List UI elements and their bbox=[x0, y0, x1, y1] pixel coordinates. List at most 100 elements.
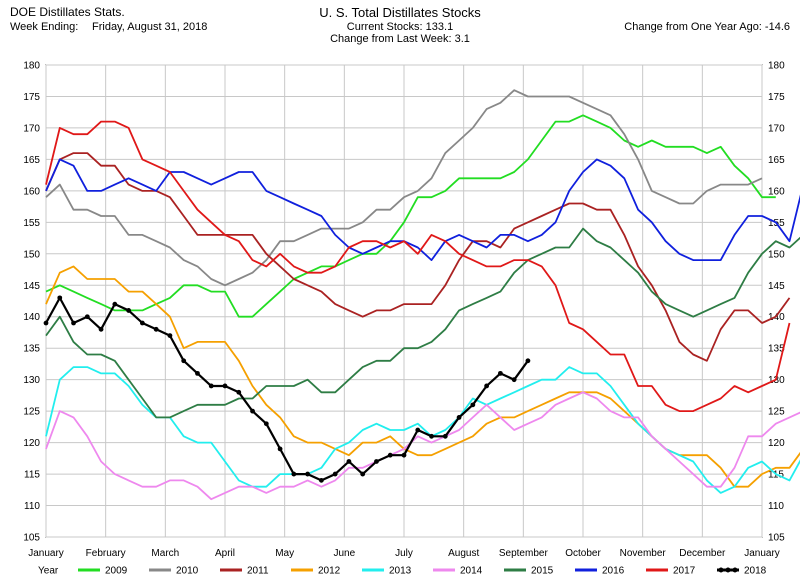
y-tick-label-left: 160 bbox=[23, 186, 40, 197]
y-tick-label-right: 120 bbox=[768, 438, 785, 449]
y-tick-label-left: 105 bbox=[23, 533, 40, 544]
x-tick-label: September bbox=[499, 548, 549, 559]
legend-marker-2018 bbox=[732, 567, 738, 573]
grid bbox=[45, 64, 763, 538]
series-line-2009 bbox=[45, 114, 776, 318]
x-tick-label: April bbox=[215, 548, 235, 559]
week-ending-label: Week Ending: bbox=[10, 21, 79, 33]
left-title: DOE Distillates Stats. bbox=[10, 5, 125, 19]
series-line-2012 bbox=[45, 265, 800, 488]
data-point-2018 bbox=[277, 446, 283, 452]
data-point-2018 bbox=[305, 471, 311, 477]
y-tick-label-right: 110 bbox=[768, 501, 784, 512]
series-group bbox=[43, 89, 800, 501]
data-point-2018 bbox=[57, 295, 63, 301]
data-point-2018 bbox=[497, 370, 503, 376]
data-point-2018 bbox=[291, 471, 297, 477]
data-point-2018 bbox=[470, 402, 476, 408]
x-tick-label: January bbox=[744, 548, 780, 559]
x-tick-label: October bbox=[565, 548, 601, 559]
y-tick-label-right: 145 bbox=[768, 281, 785, 292]
week-ending-date: Friday, August 31, 2018 bbox=[92, 21, 208, 33]
data-point-2018 bbox=[442, 433, 448, 439]
legend-label-2014: 2014 bbox=[460, 566, 483, 577]
data-point-2018 bbox=[84, 314, 90, 320]
x-tick-label: August bbox=[448, 548, 479, 559]
legend-label-2016: 2016 bbox=[602, 566, 625, 577]
y-tick-label-right: 150 bbox=[768, 249, 785, 260]
y-tick-label-right: 170 bbox=[768, 123, 785, 134]
y-tick-label-left: 170 bbox=[23, 123, 40, 134]
data-point-2018 bbox=[250, 408, 255, 414]
y-tick-label-left: 135 bbox=[23, 344, 40, 355]
legend-title: Year bbox=[38, 566, 59, 577]
y-tick-label-left: 150 bbox=[23, 249, 40, 260]
data-point-2018 bbox=[318, 477, 324, 483]
legend-label-2012: 2012 bbox=[318, 566, 341, 577]
y-tick-label-right: 165 bbox=[768, 155, 785, 166]
data-point-2018 bbox=[126, 308, 132, 313]
series-line-2014 bbox=[45, 391, 800, 501]
series-line-2017 bbox=[45, 120, 791, 413]
data-point-2018 bbox=[332, 471, 338, 477]
x-tick-label: January bbox=[28, 548, 64, 559]
data-point-2018 bbox=[208, 383, 214, 389]
y-tick-label-right: 135 bbox=[768, 344, 785, 355]
legend-label-2010: 2010 bbox=[176, 566, 199, 577]
data-point-2018 bbox=[167, 333, 173, 339]
y-tick-label-right: 180 bbox=[768, 61, 785, 72]
series-line-2018 bbox=[45, 296, 529, 482]
y-tick-label-left: 115 bbox=[24, 470, 40, 481]
y-tick-label-right: 175 bbox=[768, 92, 785, 103]
data-point-2018 bbox=[112, 301, 118, 307]
data-point-2018 bbox=[456, 415, 462, 420]
series-line-2010 bbox=[45, 89, 763, 287]
data-point-2018 bbox=[181, 358, 187, 364]
data-point-2018 bbox=[415, 427, 421, 433]
data-point-2018 bbox=[263, 421, 269, 427]
legend-marker-2018 bbox=[718, 567, 724, 573]
y-tick-label-left: 165 bbox=[23, 155, 40, 166]
legend-label-2011: 2011 bbox=[247, 566, 269, 577]
data-point-2018 bbox=[346, 459, 352, 464]
change-from-one-year-ago: Change from One Year Ago: -14.6 bbox=[624, 21, 790, 33]
y-tick-label-left: 155 bbox=[23, 218, 40, 229]
data-point-2018 bbox=[43, 320, 49, 326]
data-point-2018 bbox=[374, 459, 379, 464]
data-point-2018 bbox=[484, 383, 490, 389]
data-point-2018 bbox=[511, 377, 517, 383]
data-point-2018 bbox=[401, 452, 407, 458]
legend: Year 2009 2010 2011 2012 2013 2014 2015 2016 2017… bbox=[38, 566, 767, 577]
y-tick-label-right: 160 bbox=[768, 186, 785, 197]
current-stocks: Current Stocks: 133.1 bbox=[346, 21, 454, 33]
chart-title: U. S. Total Distillates Stocks bbox=[319, 5, 481, 20]
legend-label-2017: 2017 bbox=[673, 566, 696, 577]
legend-label-2018: 2018 bbox=[744, 566, 767, 577]
x-tick-label: July bbox=[395, 548, 413, 559]
y-tick-label-left: 110 bbox=[24, 501, 40, 512]
y-tick-label-left: 130 bbox=[23, 375, 40, 386]
y-tick-label-left: 120 bbox=[23, 438, 40, 449]
data-point-2018 bbox=[429, 433, 434, 439]
series-line-2015 bbox=[45, 227, 800, 419]
data-point-2018 bbox=[236, 389, 242, 395]
series-line-2011 bbox=[45, 152, 791, 362]
data-point-2018 bbox=[98, 326, 104, 332]
legend-label-2015: 2015 bbox=[531, 566, 554, 577]
legend-label-2013: 2013 bbox=[389, 566, 412, 577]
series-line-2016 bbox=[45, 158, 800, 262]
y-tick-label-left: 175 bbox=[23, 92, 40, 103]
data-point-2018 bbox=[71, 320, 76, 326]
series-line-2013 bbox=[45, 366, 800, 494]
x-tick-label: December bbox=[679, 548, 726, 559]
legend-label-2009: 2009 bbox=[105, 566, 128, 577]
x-tick-label: November bbox=[620, 548, 667, 559]
x-tick-label: May bbox=[275, 548, 294, 559]
y-tick-label-right: 140 bbox=[768, 312, 785, 323]
y-tick-label-left: 180 bbox=[23, 61, 40, 72]
data-point-2018 bbox=[139, 320, 145, 326]
data-point-2018 bbox=[195, 370, 200, 376]
y-tick-label-left: 125 bbox=[23, 407, 40, 418]
x-tick-label: March bbox=[151, 548, 179, 559]
